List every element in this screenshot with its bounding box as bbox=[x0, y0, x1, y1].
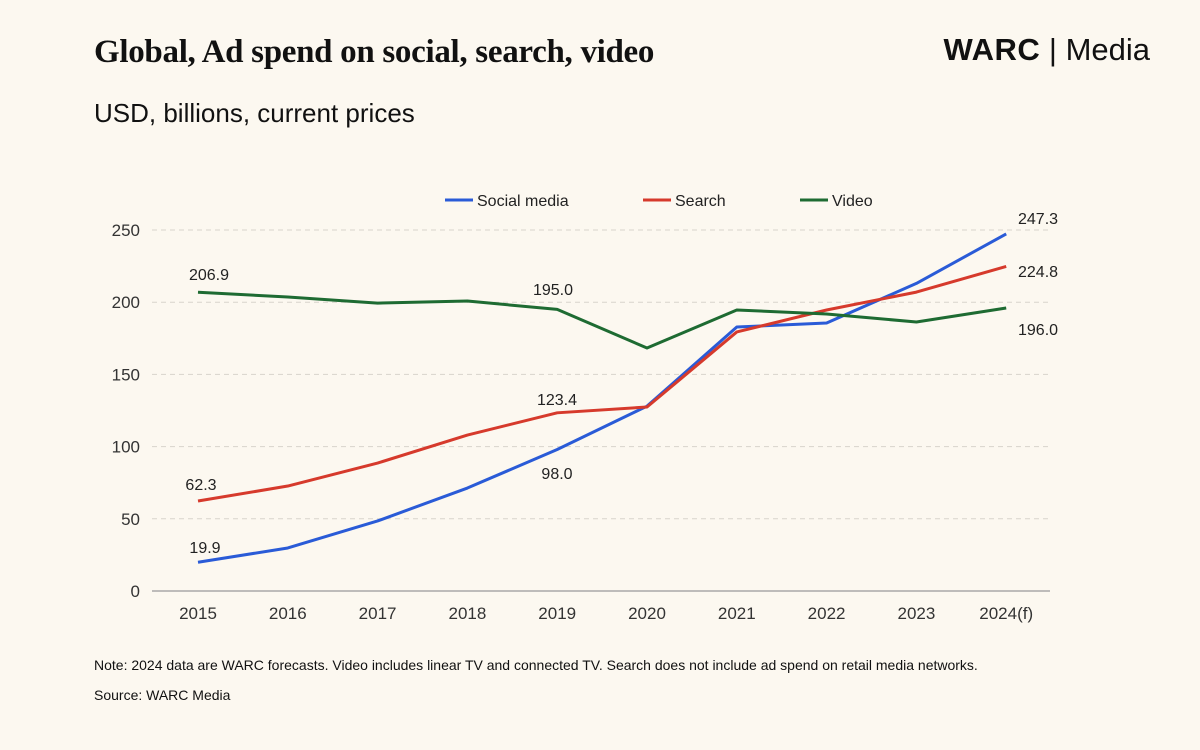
x-tick-label: 2016 bbox=[269, 604, 307, 623]
data-label: 123.4 bbox=[537, 392, 577, 409]
data-label: 98.0 bbox=[541, 466, 572, 483]
data-label: 195.0 bbox=[533, 282, 573, 299]
y-tick-label: 150 bbox=[112, 365, 140, 384]
x-tick-label: 2020 bbox=[628, 604, 666, 623]
y-tick-label: 50 bbox=[121, 510, 140, 529]
legend-label: Social media bbox=[477, 193, 569, 210]
data-label: 224.8 bbox=[1018, 264, 1058, 281]
x-tick-label: 2022 bbox=[808, 604, 846, 623]
legend-label: Search bbox=[675, 193, 726, 210]
data-label: 62.3 bbox=[185, 477, 216, 494]
data-label: 206.9 bbox=[189, 267, 229, 284]
logo-product: Media bbox=[1065, 32, 1150, 67]
x-tick-label: 2019 bbox=[538, 604, 576, 623]
logo-divider: | bbox=[1048, 32, 1057, 67]
warc-media-logo: WARC | Media bbox=[944, 32, 1150, 68]
chart-title: Global, Ad spend on social, search, vide… bbox=[94, 34, 655, 70]
y-tick-label: 0 bbox=[131, 582, 140, 601]
legend-label: Video bbox=[832, 193, 873, 210]
series-line-search bbox=[197, 264, 1007, 503]
x-tick-label: 2023 bbox=[897, 604, 935, 623]
x-tick-label: 2018 bbox=[448, 604, 486, 623]
series-line-video bbox=[197, 290, 1007, 350]
chart-subtitle: USD, billions, current prices bbox=[94, 98, 415, 128]
y-tick-label: 100 bbox=[112, 438, 140, 457]
y-tick-label: 250 bbox=[112, 221, 140, 240]
logo-brand: WARC bbox=[943, 32, 1041, 67]
data-label: 19.9 bbox=[189, 540, 220, 557]
data-label: 196.0 bbox=[1018, 322, 1058, 339]
chart-source: Source: WARC Media bbox=[94, 687, 231, 703]
series-line-social-media bbox=[197, 232, 1007, 564]
x-tick-label: 2021 bbox=[718, 604, 756, 623]
x-tick-label: 2015 bbox=[179, 604, 217, 623]
x-tick-label: 2017 bbox=[359, 604, 397, 623]
x-tick-label: 2024(f) bbox=[979, 604, 1033, 623]
y-tick-label: 200 bbox=[112, 293, 140, 312]
chart-note: Note: 2024 data are WARC forecasts. Vide… bbox=[94, 657, 978, 673]
data-label: 247.3 bbox=[1018, 211, 1058, 228]
